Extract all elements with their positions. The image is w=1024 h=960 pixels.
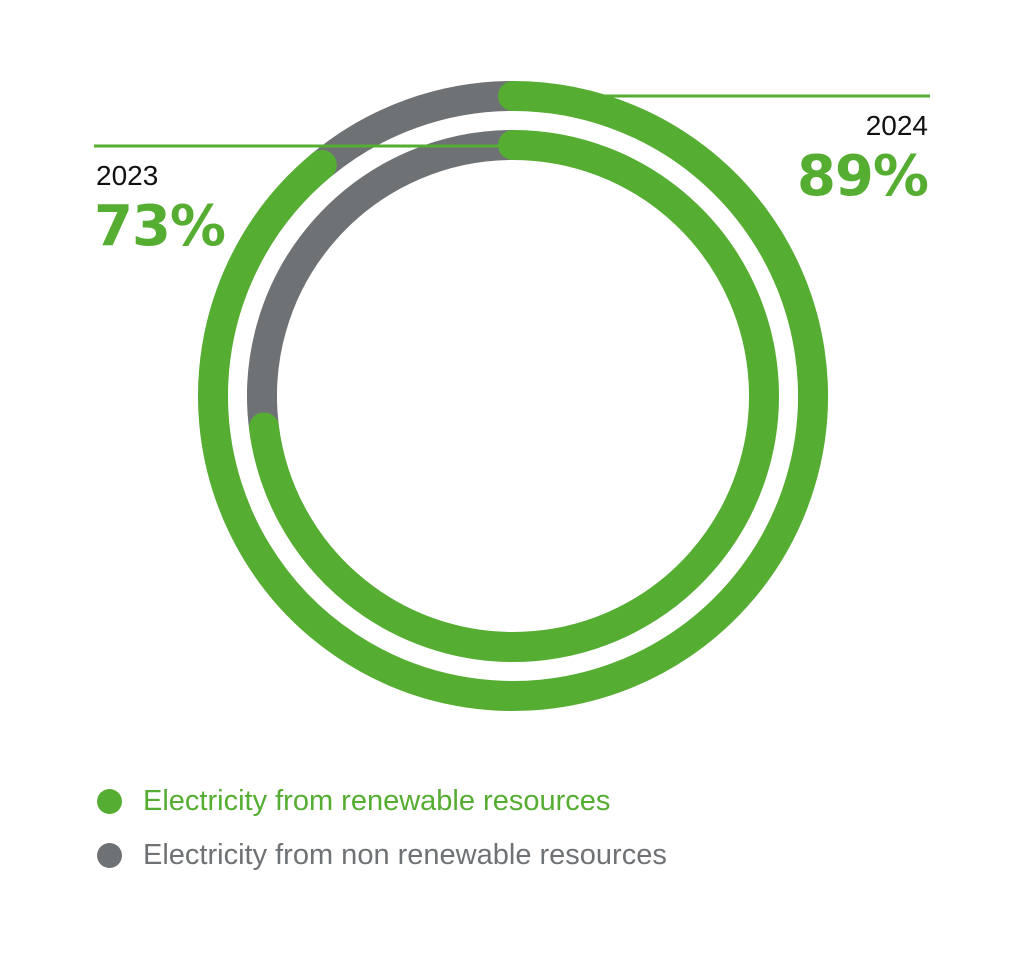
year-label-2024: 2024	[866, 110, 928, 141]
legend: Electricity from renewable resources Ele…	[97, 774, 667, 882]
legend-marker-non-renewable	[97, 842, 122, 868]
ring-2024-renewable-arc	[198, 81, 828, 711]
percent-label-2024: 89%	[797, 144, 928, 209]
legend-label-renewable: Electricity from renewable resources	[143, 784, 611, 817]
ring-2024-non-renewable-arc	[306, 81, 528, 180]
legend-item-renewable: Electricity from renewable resources	[97, 774, 667, 828]
ring-2023	[247, 130, 779, 662]
legend-label-non-renewable: Electricity from non renewable resources	[143, 838, 667, 871]
percent-label-2023: 73%	[94, 194, 225, 259]
ring-2023-renewable-arc	[248, 130, 779, 662]
legend-item-non-renewable: Electricity from non renewable resources	[97, 828, 667, 882]
ring-2023-non-renewable-arc	[247, 130, 528, 443]
ring-2024	[198, 81, 828, 711]
donut-chart: 2024 89% 2023 73%	[94, 81, 930, 711]
year-label-2023: 2023	[96, 160, 158, 191]
legend-marker-renewable	[97, 788, 122, 814]
